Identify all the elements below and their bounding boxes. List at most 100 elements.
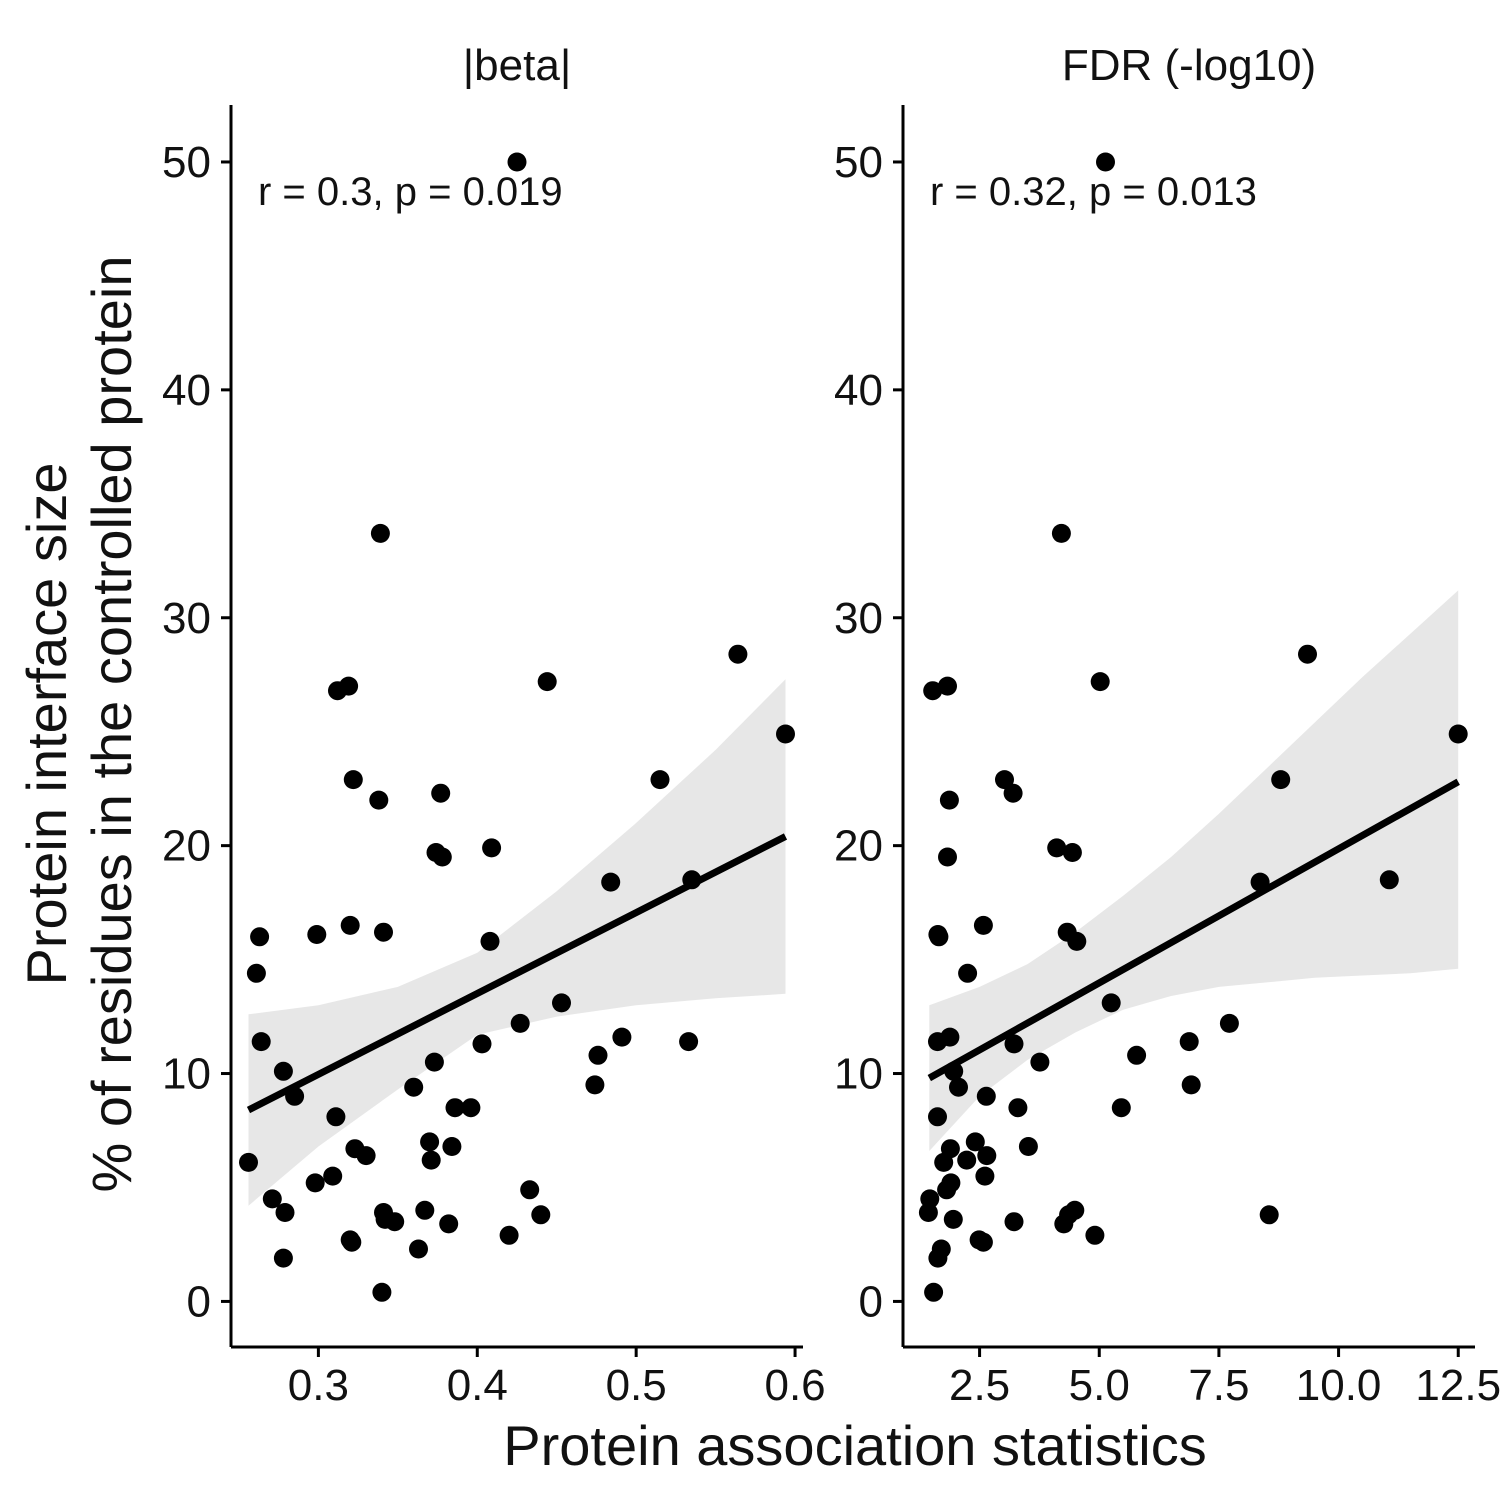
data-point (342, 1232, 362, 1252)
data-point (995, 770, 1014, 790)
data-point (421, 1150, 441, 1170)
data-point (973, 1232, 993, 1252)
y-tick-label: 50 (162, 138, 211, 187)
data-point (938, 676, 957, 696)
y-tick-label: 0 (859, 1277, 883, 1326)
data-point (251, 1032, 271, 1052)
data-point (275, 1203, 295, 1222)
data-point (973, 915, 993, 935)
data-point (424, 1052, 444, 1072)
data-point (1004, 1034, 1024, 1054)
data-point (1051, 523, 1071, 543)
data-point (250, 927, 270, 947)
y-tick-label: 0 (187, 1277, 211, 1326)
data-point (415, 1200, 435, 1220)
correlation-annotation: r = 0.32, p = 0.013 (930, 170, 1257, 214)
data-point (949, 1077, 968, 1097)
panel-1: |beta| 0 10 20 30 40 50 0.3 0.4 0.5 0.6 r = 0.3, p … (162, 41, 826, 1410)
y-axis-title-line-1: Protein interface size (15, 463, 78, 986)
data-point (679, 1032, 699, 1052)
data-point (1101, 993, 1121, 1013)
data-point (552, 993, 571, 1013)
data-point (776, 724, 795, 744)
x-tick-label: 2.5 (949, 1361, 1010, 1410)
data-point (507, 152, 527, 172)
data-point (369, 790, 389, 810)
data-point (929, 927, 949, 947)
data-point (1047, 838, 1067, 858)
data-point (374, 922, 393, 942)
x-tick-label: 0.4 (447, 1361, 508, 1410)
data-point (928, 1107, 947, 1127)
data-point (239, 1152, 258, 1172)
facet-title: FDR (-log10) (1062, 41, 1316, 90)
data-point (612, 1027, 632, 1047)
y-tick-label: 20 (162, 822, 211, 871)
data-point (939, 790, 959, 810)
data-point (409, 1239, 428, 1259)
data-point (924, 1282, 944, 1302)
data-point (958, 963, 978, 983)
data-point (442, 1137, 462, 1156)
data-point (1179, 1032, 1199, 1052)
y-tick-label: 10 (162, 1050, 211, 1099)
confidence-band (248, 679, 786, 1206)
data-point (585, 1075, 605, 1095)
x-tick-label: 0.5 (606, 1361, 667, 1410)
data-point (975, 1166, 995, 1186)
data-point (273, 1248, 293, 1268)
y-tick-label: 30 (834, 594, 883, 643)
data-point (472, 1034, 492, 1054)
data-point (1219, 1013, 1239, 1033)
correlation-annotation: r = 0.3, p = 0.019 (258, 170, 563, 214)
data-point (928, 1032, 947, 1052)
data-point (1379, 870, 1399, 890)
data-point (432, 847, 452, 867)
data-point (1067, 931, 1087, 951)
x-tick-label: 0.3 (288, 1361, 349, 1410)
y-tick-label: 40 (834, 366, 883, 415)
data-point (307, 925, 327, 944)
data-point (372, 1282, 392, 1302)
data-point (1096, 152, 1115, 172)
data-point (537, 672, 557, 692)
data-point (404, 1077, 424, 1097)
data-point (1448, 724, 1468, 744)
x-tick-label: 7.5 (1188, 1361, 1249, 1410)
data-point (445, 1098, 465, 1118)
data-point (482, 838, 502, 858)
data-point (1008, 1098, 1028, 1118)
data-point (343, 770, 363, 790)
data-point (1030, 1052, 1050, 1072)
data-point (957, 1150, 977, 1170)
x-tick-label: 0.6 (764, 1361, 825, 1410)
data-point (326, 1107, 346, 1127)
data-point (1259, 1205, 1279, 1225)
y-axis-title-line-2: % of residues in the controlled protein (80, 256, 143, 1193)
data-point (385, 1212, 405, 1232)
data-point (601, 872, 621, 892)
data-point (273, 1061, 293, 1081)
data-point (977, 1146, 997, 1166)
data-point (1111, 1098, 1131, 1118)
data-point (1090, 672, 1110, 692)
x-tick-label: 12.5 (1415, 1361, 1500, 1410)
confidence-band (929, 590, 1459, 1151)
data-point (420, 1132, 440, 1152)
data-point (510, 1013, 530, 1033)
x-axis-title: Protein association statistics (503, 1414, 1206, 1477)
data-point (520, 1180, 540, 1200)
x-tick-label: 10.0 (1296, 1361, 1382, 1410)
x-tick-label: 5.0 (1069, 1361, 1130, 1410)
data-point (1181, 1075, 1201, 1095)
data-point (370, 523, 390, 543)
data-point (356, 1146, 376, 1166)
data-point (650, 770, 670, 790)
data-point (1298, 644, 1317, 664)
data-point (1004, 1212, 1024, 1232)
data-point (305, 1173, 325, 1193)
data-point (531, 1205, 551, 1225)
data-point (937, 1180, 957, 1200)
panels: |beta| 0 10 20 30 40 50 0.3 0.4 0.5 0.6 r = 0.3, p … (162, 41, 1500, 1410)
